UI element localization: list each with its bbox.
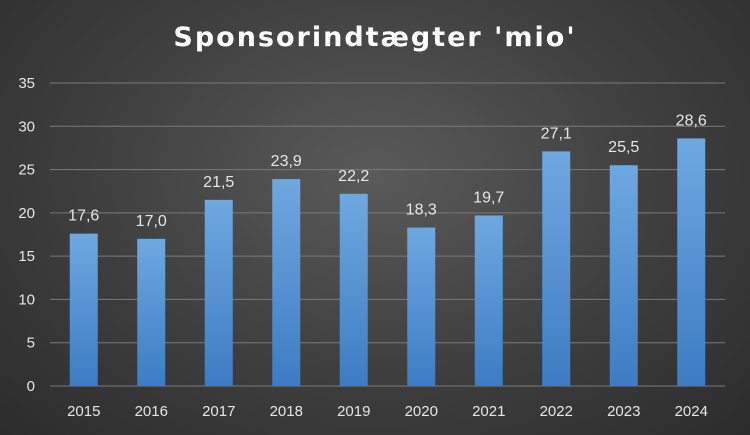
y-tick-label: 30 xyxy=(18,118,35,135)
y-tick-label: 0 xyxy=(27,378,35,395)
x-tick-label: 2020 xyxy=(405,403,438,420)
x-tick-label: 2021 xyxy=(472,403,505,420)
x-tick-label: 2015 xyxy=(67,403,100,420)
x-tick-label: 2016 xyxy=(135,403,168,420)
bar xyxy=(272,179,301,386)
y-axis-tick-labels: 0 5 10 15 20 25 30 35 xyxy=(18,75,35,395)
data-label: 25,5 xyxy=(608,139,639,156)
bar xyxy=(69,233,98,386)
x-tick-label: 2022 xyxy=(540,403,573,420)
bars xyxy=(69,138,706,386)
data-label: 17,6 xyxy=(68,208,99,225)
bar xyxy=(474,215,503,386)
bar xyxy=(542,151,571,386)
bar xyxy=(204,199,233,386)
x-tick-label: 2024 xyxy=(675,403,708,420)
data-label: 28,6 xyxy=(676,112,707,129)
x-axis-tick-labels: 2015 2016 2017 2018 2019 2020 2021 2022 2023 2024 xyxy=(67,403,708,420)
data-label: 21,5 xyxy=(203,174,234,191)
chart-title: Sponsorindtægter 'mio' xyxy=(173,22,577,53)
x-tick-label: 2018 xyxy=(270,403,303,420)
y-tick-label: 35 xyxy=(18,75,35,92)
x-tick-label: 2023 xyxy=(607,403,640,420)
y-tick-label: 15 xyxy=(18,248,35,265)
x-tick-label: 2019 xyxy=(337,403,370,420)
x-tick-label: 2017 xyxy=(202,403,235,420)
data-label: 22,2 xyxy=(338,168,369,185)
bar xyxy=(339,193,368,386)
y-tick-label: 25 xyxy=(18,162,35,179)
data-label: 27,1 xyxy=(541,125,572,142)
bar xyxy=(609,165,638,386)
data-label: 23,9 xyxy=(271,153,302,170)
bar xyxy=(407,227,436,386)
data-label: 19,7 xyxy=(473,189,504,206)
bar xyxy=(137,238,166,386)
data-label: 17,0 xyxy=(136,213,167,230)
data-labels: 17,6 17,0 21,5 23,9 22,2 18,3 19,7 27,1 25,5 28,6 xyxy=(68,112,707,229)
data-label: 18,3 xyxy=(406,202,437,219)
y-tick-label: 5 xyxy=(27,335,35,352)
y-tick-label: 20 xyxy=(18,205,35,222)
bar xyxy=(677,138,706,386)
y-tick-label: 10 xyxy=(18,291,35,308)
